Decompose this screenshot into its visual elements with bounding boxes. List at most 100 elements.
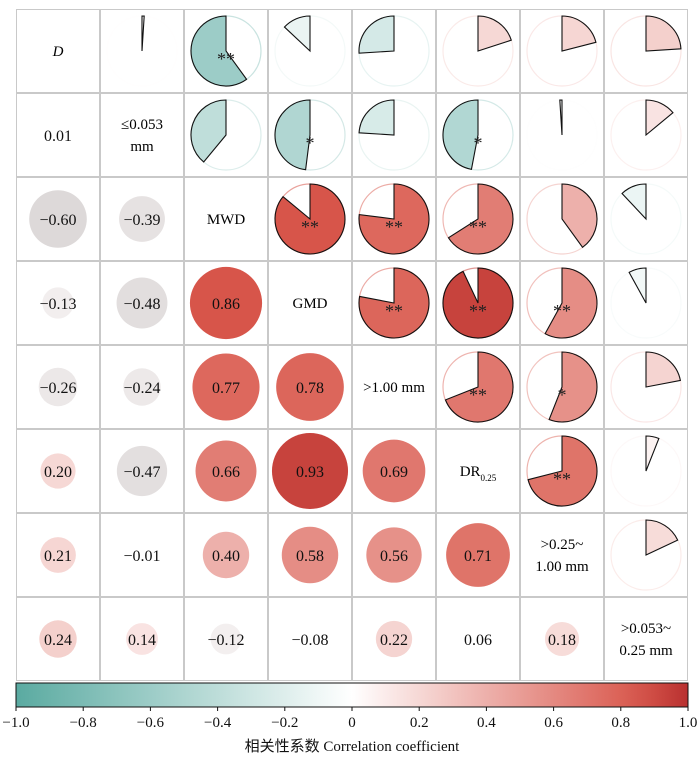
pie-2-5: ** <box>442 183 514 255</box>
corr-circle <box>366 527 422 583</box>
grid-cell <box>100 429 184 513</box>
corr-value: −0.60 <box>39 212 76 229</box>
corr-cell-5-2: 0.66 <box>195 440 257 502</box>
grid-cell <box>520 345 604 429</box>
colorbar: −1.0 −0.8 −0.6 −0.4 −0.2 0 0.2 0.4 0.6 0.8 1.0 相关性系… <box>2 682 697 755</box>
corr-value: 0.69 <box>380 464 408 481</box>
corr-circle <box>281 526 339 584</box>
pie-wedge <box>283 15 311 53</box>
grid-cell <box>100 93 184 177</box>
corr-value: 0.14 <box>128 632 156 649</box>
pie-0-3 <box>274 15 346 87</box>
grid-cell <box>184 597 268 681</box>
pie-wedge <box>442 267 514 339</box>
corr-cell-7-5: 0.06 <box>464 632 492 649</box>
corr-cell-3-0: −0.13 <box>39 287 77 319</box>
pie-1-4 <box>358 99 430 171</box>
corr-value: 0.01 <box>44 128 72 145</box>
grid-cell <box>16 9 100 93</box>
grid-cell <box>268 9 352 93</box>
corr-cell-7-6: 0.18 <box>544 621 580 657</box>
grid-cell <box>352 597 436 681</box>
corr-value: 0.24 <box>44 632 72 649</box>
corr-cell-4-1: −0.24 <box>123 368 161 406</box>
pie-wedge <box>544 267 598 339</box>
corr-value: −0.01 <box>123 548 160 565</box>
pie-2-6 <box>526 183 598 255</box>
grid-cell <box>16 513 100 597</box>
pie-6-7 <box>610 519 682 591</box>
diagonal-label-6: >0.25~ 1.00 mm <box>535 537 589 575</box>
grid-cell <box>16 93 100 177</box>
corr-cell-7-0: 0.24 <box>39 620 77 658</box>
pie-0-1 <box>106 15 178 87</box>
pie-4-5: ** <box>442 351 514 423</box>
grid-cell <box>184 345 268 429</box>
significance-mark: ** <box>469 385 487 405</box>
corr-value: 0.66 <box>212 464 240 481</box>
corr-cell-5-1: −0.47 <box>116 445 168 497</box>
upper-triangle-pies: *** *** ** **** ** **** *** <box>106 15 682 591</box>
diagonal-label-1: ≤0.053 mm <box>121 117 163 155</box>
pie-wedge <box>358 99 395 136</box>
corr-circle <box>276 353 344 421</box>
grid-cell <box>436 429 520 513</box>
corr-value: −0.13 <box>39 296 76 313</box>
pie-wedge <box>559 99 563 136</box>
pie-3-4: ** <box>358 267 430 339</box>
colorbar-tick-label: −0.2 <box>271 715 298 731</box>
grid-cell <box>100 345 184 429</box>
grid-cell <box>100 177 184 261</box>
corr-cell-7-1: 0.14 <box>126 623 158 655</box>
corr-value: 0.78 <box>296 380 324 397</box>
colorbar-tick-label: 0.4 <box>477 715 496 731</box>
pie-1-2 <box>190 99 262 171</box>
pie-5-7 <box>610 435 682 507</box>
significance-mark: ** <box>553 469 571 489</box>
grid-cell <box>184 177 268 261</box>
grid-cell <box>604 177 688 261</box>
corr-circle <box>544 621 580 657</box>
corr-value: 0.71 <box>464 548 492 565</box>
grid-cell <box>184 9 268 93</box>
diagonal-label-2: MWD <box>207 212 245 228</box>
corr-circle <box>29 190 87 248</box>
grid-cell <box>100 9 184 93</box>
corr-value: 0.77 <box>212 380 240 397</box>
grid-cell <box>100 261 184 345</box>
pie-wedge <box>190 99 227 163</box>
matrix-grid <box>16 9 688 681</box>
corr-cell-1-0: 0.01 <box>44 128 72 145</box>
colorbar-tick-label: −0.8 <box>70 715 97 731</box>
grid-cell <box>268 93 352 177</box>
grid-cell <box>100 597 184 681</box>
grid-cell <box>352 513 436 597</box>
pie-wedge <box>274 99 311 171</box>
pie-1-7 <box>610 99 682 171</box>
grid-cell <box>352 177 436 261</box>
corr-value: −0.08 <box>291 632 328 649</box>
pie-wedge <box>645 351 682 388</box>
colorbar-tick-label: −0.6 <box>137 715 165 731</box>
significance-mark: ** <box>301 217 319 237</box>
significance-mark: ** <box>217 49 235 69</box>
corr-cell-3-2: 0.86 <box>189 266 263 340</box>
colorbar-label: 相关性系数 Correlation coefficient <box>245 738 460 755</box>
corr-circle <box>40 453 76 489</box>
pie-wedge <box>621 183 647 221</box>
diagonal-label-0: D <box>52 44 64 60</box>
pie-0-7 <box>610 15 682 87</box>
pie-wedge <box>561 183 598 249</box>
grid-cell <box>268 513 352 597</box>
pie-2-4: ** <box>358 183 430 255</box>
colorbar-tick-label: 0.8 <box>611 715 630 731</box>
pie-5-6: ** <box>526 435 598 507</box>
corr-circle <box>39 620 77 658</box>
grid-cell <box>268 177 352 261</box>
corr-circle <box>210 623 242 655</box>
grid-cell <box>604 93 688 177</box>
pie-wedge <box>645 435 660 472</box>
grid-cell <box>268 429 352 513</box>
pie-2-7 <box>610 183 682 255</box>
